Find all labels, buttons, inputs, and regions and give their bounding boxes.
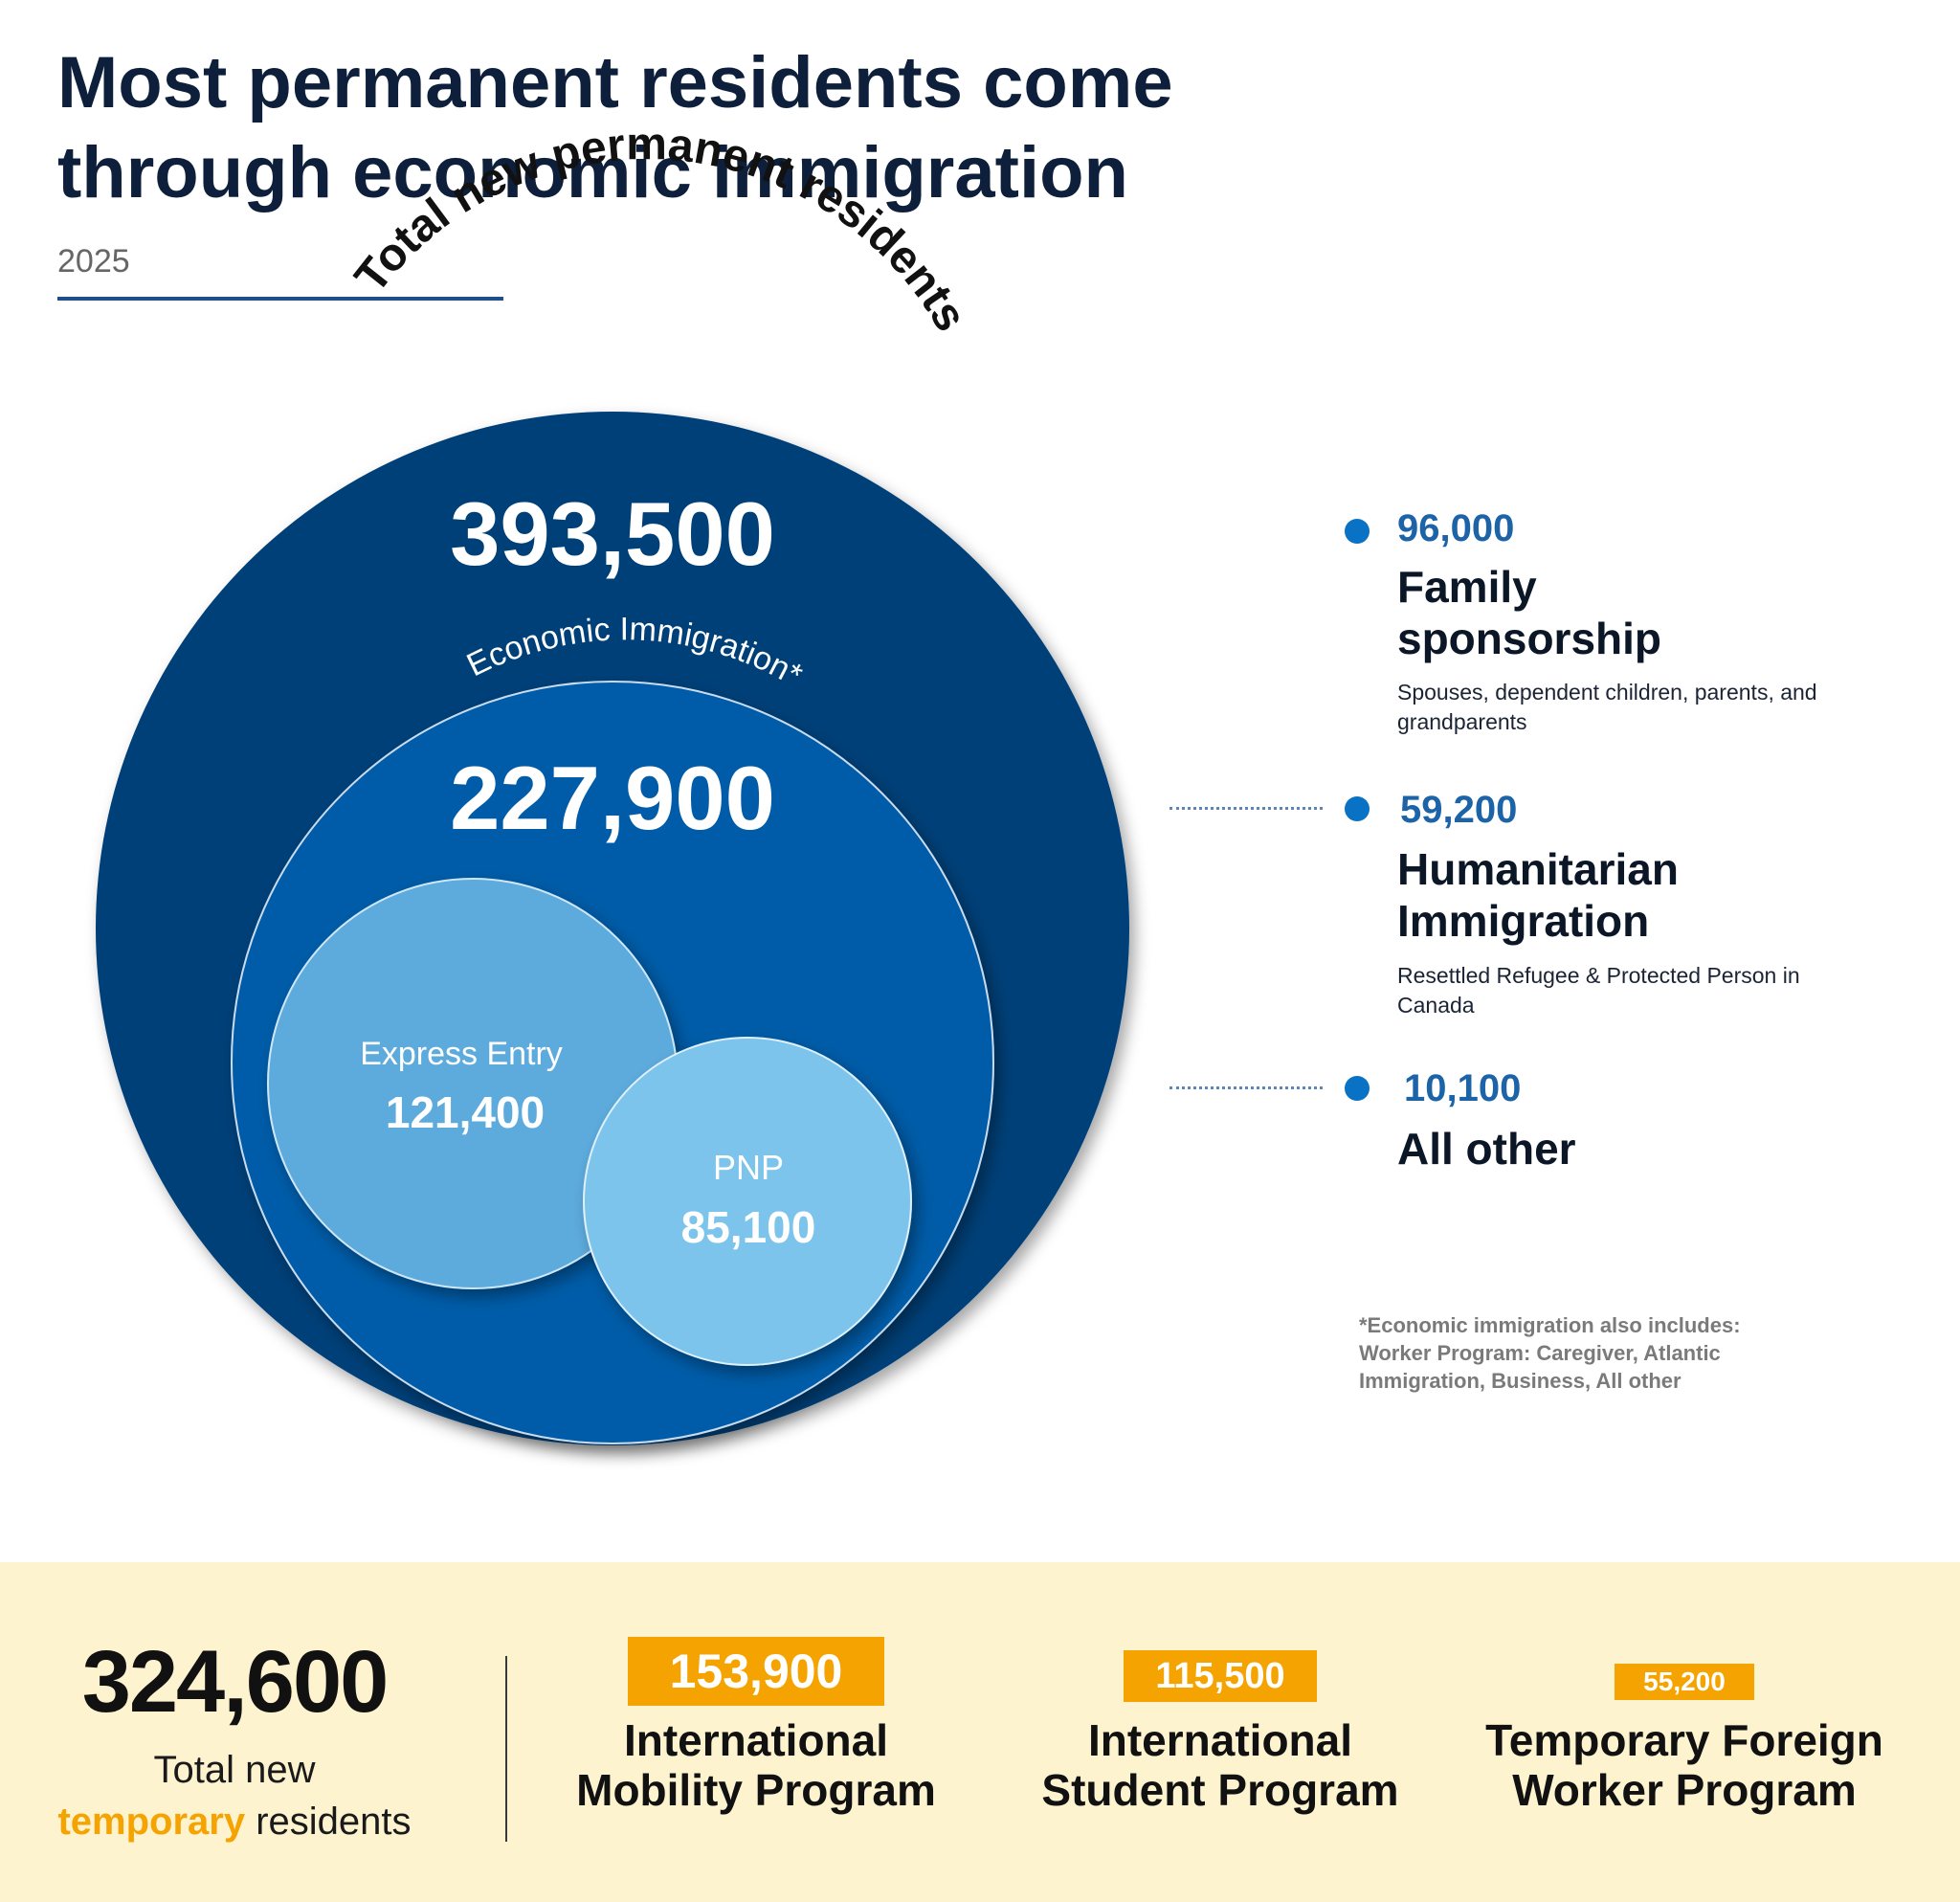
all-other-value: 10,100 bbox=[1404, 1067, 1522, 1109]
temporary-label-part2: residents bbox=[256, 1801, 412, 1843]
student-program-name: International Student Program bbox=[1041, 1715, 1399, 1815]
humanitarian-description: Resettled Refugee & Protected Person in … bbox=[1397, 963, 1800, 1018]
title-underline bbox=[57, 297, 503, 301]
tfw-program-name: Temporary Foreign Worker Program bbox=[1485, 1715, 1883, 1815]
total-arc-label: Total new permanent residents bbox=[345, 119, 976, 340]
footnote: *Economic immigration also includes: Wor… bbox=[1359, 1313, 1741, 1393]
program-student: 115,500 International Student Program bbox=[1010, 1627, 1431, 1815]
mobility-bar-wrap: 153,900 bbox=[546, 1627, 967, 1710]
temporary-total-label: Total new temporary residents bbox=[38, 1744, 431, 1847]
mobility-program-name: International Mobility Program bbox=[576, 1715, 936, 1815]
humanitarian-dot-icon bbox=[1345, 796, 1370, 821]
express-entry-value: 121,400 bbox=[386, 1087, 545, 1137]
program-mobility: 153,900 International Mobility Program bbox=[546, 1627, 967, 1815]
bubble-chart: Total new permanent residents 393,500 Ec… bbox=[96, 119, 1129, 1445]
family-description: Spouses, dependent children, parents, an… bbox=[1397, 680, 1817, 734]
temporary-label-part1: Total new bbox=[153, 1749, 316, 1791]
pnp-circle bbox=[583, 1037, 912, 1366]
family-value: 96,000 bbox=[1397, 507, 1515, 549]
temporary-label-highlight: temporary bbox=[57, 1801, 246, 1843]
temporary-band bbox=[0, 1562, 1960, 1902]
pnp-value: 85,100 bbox=[681, 1202, 816, 1252]
family-dot-icon bbox=[1345, 519, 1370, 544]
family-label: Family sponsorship bbox=[1397, 562, 1662, 663]
student-bar-wrap: 115,500 bbox=[1010, 1627, 1431, 1710]
total-arc-label-path: Total new permanent residents bbox=[345, 119, 976, 340]
economic-value: 227,900 bbox=[450, 748, 775, 848]
all-other-label: All other bbox=[1397, 1124, 1576, 1174]
express-entry-label: Express Entry bbox=[360, 1036, 563, 1072]
temporary-total-value: 324,600 bbox=[81, 1633, 390, 1731]
program-tfw: 55,200 Temporary Foreign Worker Program bbox=[1474, 1627, 1895, 1815]
subtitle-year: 2025 bbox=[57, 243, 130, 280]
all-other-leader-line bbox=[1169, 1086, 1323, 1089]
page-title: Most permanent residents come through ec… bbox=[57, 42, 1173, 213]
pnp-label: PNP bbox=[713, 1148, 784, 1187]
tfw-value-pill: 55,200 bbox=[1615, 1664, 1754, 1700]
total-value: 393,500 bbox=[450, 483, 775, 584]
mobility-value-pill: 153,900 bbox=[628, 1637, 884, 1706]
student-value-pill: 115,500 bbox=[1124, 1650, 1317, 1702]
humanitarian-value: 59,200 bbox=[1400, 789, 1518, 831]
band-divider bbox=[505, 1656, 507, 1842]
humanitarian-leader-line bbox=[1169, 807, 1323, 810]
all-other-dot-icon bbox=[1345, 1076, 1370, 1101]
tfw-bar-wrap: 55,200 bbox=[1474, 1627, 1895, 1710]
humanitarian-label: Humanitarian Immigration bbox=[1397, 844, 1679, 946]
